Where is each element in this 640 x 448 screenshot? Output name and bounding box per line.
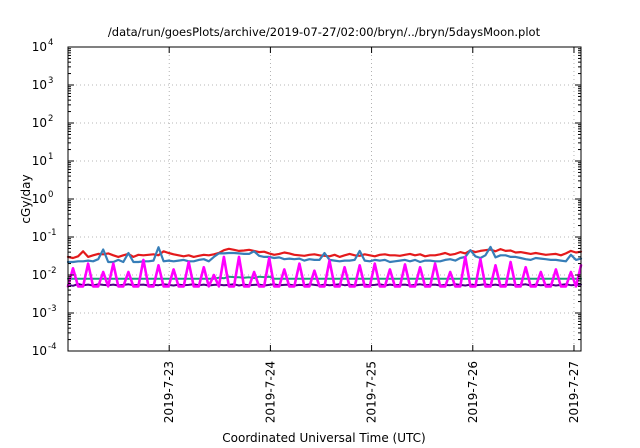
series-line-2: [66, 245, 583, 264]
x-axis: 2019-7-23 2019-7-24 2019-7-25 2019-7-26 2019…: [162, 47, 581, 423]
y-tick-label: 10: [32, 116, 47, 130]
y-tick-exponent: 4: [48, 38, 53, 48]
y-tick-label: 10: [32, 344, 47, 358]
y-tick-label: 10: [32, 40, 47, 54]
x-tick-label: 2019-7-25: [365, 361, 379, 423]
y-tick-label: 10: [32, 192, 47, 206]
data-series: [66, 245, 583, 288]
chart-title: /data/run/goesPlots/archive/2019-07-27/0…: [108, 25, 541, 39]
gridlines: [68, 47, 581, 351]
y-tick-exponent: 1: [48, 152, 53, 162]
y-tick-label: 10: [32, 78, 47, 92]
y-tick-exponent: -1: [48, 228, 56, 238]
y-tick-label: 10: [32, 154, 47, 168]
y-axis-label: cGy/day: [19, 174, 33, 223]
series-line-5: [66, 255, 583, 288]
series-line-1: [66, 247, 583, 260]
y-tick-exponent: 3: [48, 76, 53, 86]
y-tick-label: 10: [32, 306, 47, 320]
x-tick-label: 2019-7-26: [466, 361, 480, 423]
x-tick-label: 2019-7-23: [162, 361, 176, 423]
y-tick-exponent: -3: [48, 304, 56, 314]
y-tick-label: 10: [32, 268, 47, 282]
x-tick-label: 2019-7-27: [567, 361, 581, 423]
y-tick-label: 10: [32, 230, 47, 244]
y-tick-exponent: 0: [48, 190, 53, 200]
y-tick-exponent: 2: [48, 114, 53, 124]
series-line-3: [67, 275, 582, 280]
x-tick-label: 2019-7-24: [263, 361, 277, 423]
y-tick-exponent: -4: [48, 342, 56, 352]
x-axis-label: Coordinated Universal Time (UTC): [222, 431, 425, 445]
y-tick-exponent: -2: [48, 266, 56, 276]
